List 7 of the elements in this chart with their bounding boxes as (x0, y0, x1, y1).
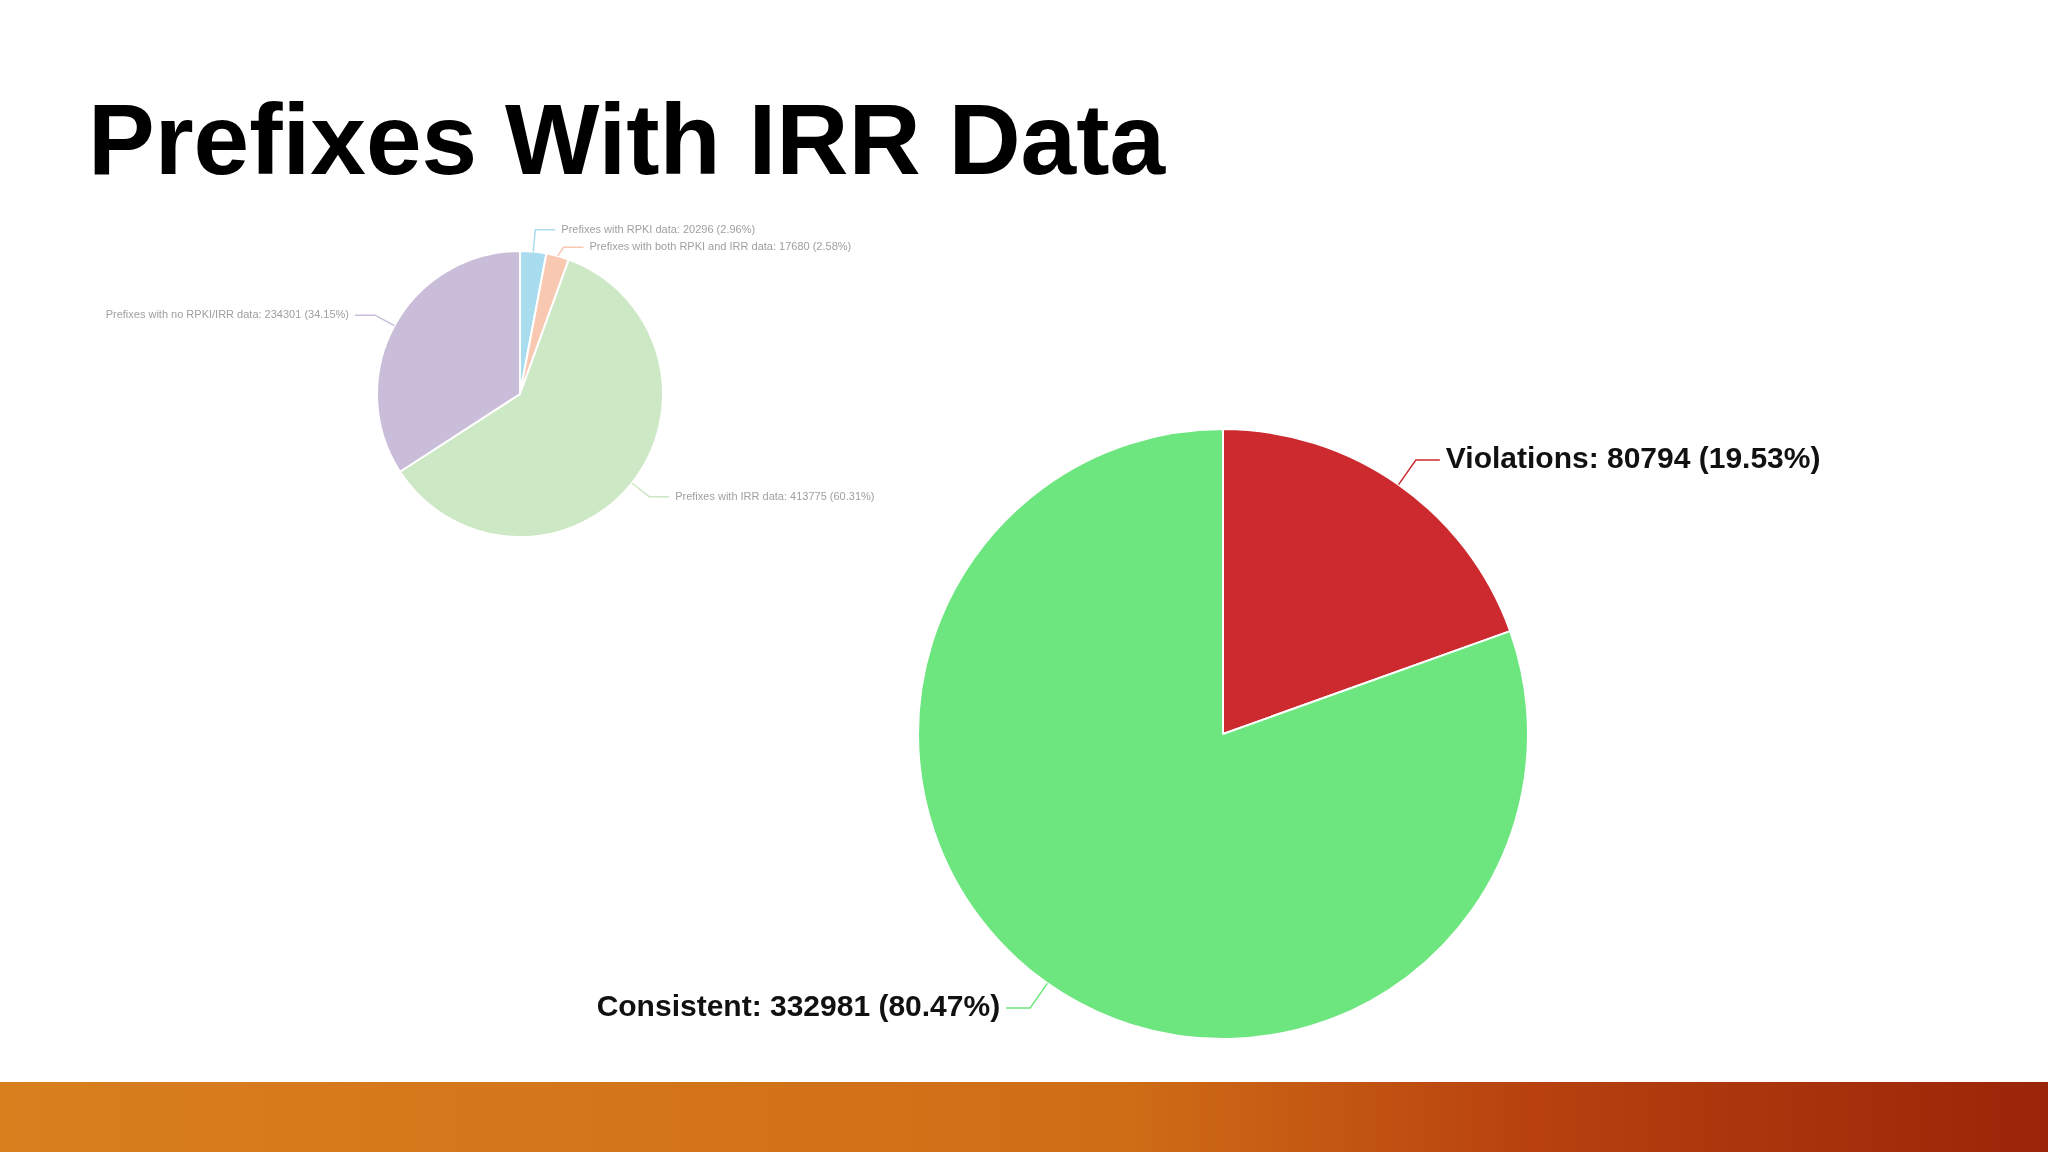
slice-label: Prefixes with IRR data: 413775 (60.31%) (675, 489, 875, 502)
slice-label: Consistent: 332981 (80.47%) (596, 989, 1001, 1023)
slice-label: Prefixes with both RPKI and IRR data: 17680 (2.58%) (589, 240, 852, 253)
slice-label: Violations: 80794 (19.53%) (1445, 441, 1821, 475)
slice-label: Prefixes with RPKI data: 20296 (2.96%) (561, 222, 756, 235)
chart-title: Prefixes With IRR Data (88, 82, 1166, 197)
slice-label: Prefixes with no RPKI/IRR data: 234301 (34.15%) (105, 308, 350, 321)
